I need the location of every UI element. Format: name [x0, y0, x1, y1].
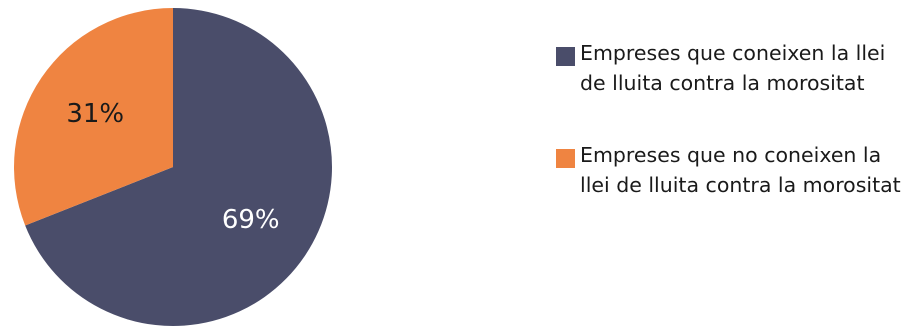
pie-slice-coneixen [25, 8, 333, 326]
pie-label-no-coneixen: 31% [66, 99, 124, 129]
legend-swatch-no-coneixen [556, 149, 575, 168]
pie-slice-no-coneixen [13, 8, 173, 226]
legend-label-coneixen: Empreses que coneixen la llei de lluita … [580, 41, 886, 95]
legend-label-no-coneixen: Empreses que no coneixen la llei de llui… [580, 143, 901, 197]
legend: Empreses que coneixen la llei de lluita … [556, 38, 908, 200]
legend-swatch-coneixen [556, 47, 575, 66]
pie-label-coneixen: 69% [222, 205, 280, 235]
legend-item-coneixen: Empreses que coneixen la llei de lluita … [556, 38, 908, 98]
legend-item-no-coneixen: Empreses que no coneixen la llei de llui… [556, 140, 908, 200]
